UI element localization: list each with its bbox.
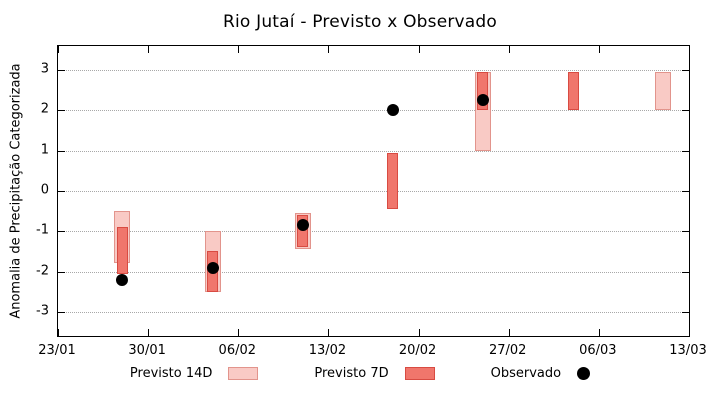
x-tick-label: 06/03: [579, 343, 617, 358]
gridline: [58, 311, 689, 313]
y-tick-mark: [682, 70, 689, 72]
forecast-bar-7d: [567, 72, 579, 111]
legend-item: Previsto 14D: [129, 366, 259, 381]
legend-label: Previsto 14D: [129, 366, 213, 381]
x-tick-label: 13/03: [669, 343, 707, 358]
y-tick-mark: [682, 191, 689, 192]
x-tick-mark: [508, 46, 510, 53]
x-tick-mark: [238, 329, 240, 336]
x-tick-mark: [598, 46, 600, 53]
observed-point: [206, 261, 219, 274]
observed-point: [296, 219, 309, 232]
legend-item: Observado: [490, 366, 591, 381]
y-tick-mark: [58, 150, 65, 152]
x-tick-label: 13/02: [308, 343, 347, 358]
legend-label: Previsto 7D: [314, 366, 389, 381]
observed-point: [116, 273, 129, 286]
y-tick-mark: [58, 110, 65, 112]
gridline: [58, 70, 689, 72]
y-tick-mark: [682, 110, 689, 112]
x-tick-mark: [328, 329, 330, 336]
x-tick-mark: [58, 46, 59, 53]
gridline: [58, 231, 689, 233]
gridline: [58, 150, 689, 152]
y-tick-label: -2: [36, 263, 49, 279]
y-tick-label: 0: [40, 182, 49, 198]
y-axis-label: Anomalia de Precipitação Categorizada: [8, 63, 24, 319]
x-tick-label: 27/02: [488, 343, 527, 358]
y-tick-mark: [58, 231, 65, 233]
y-tick-mark: [58, 311, 65, 313]
x-tick-mark: [689, 329, 690, 336]
legend-label: Observado: [490, 366, 562, 381]
forecast-bar-7d: [387, 152, 399, 210]
x-tick-mark: [689, 46, 690, 53]
observed-point: [476, 94, 489, 107]
x-tick-label: 23/01: [38, 343, 76, 358]
x-tick-mark: [508, 329, 510, 336]
legend: Previsto 14D Previsto 7D Observado: [0, 366, 720, 381]
x-tick-label: 06/02: [218, 343, 257, 358]
forecast-bar-7d: [477, 72, 489, 111]
legend-swatch-box: [228, 367, 259, 380]
y-tick-label: 3: [40, 61, 49, 77]
y-tick-mark: [682, 231, 689, 233]
legend-swatch-dot: [577, 367, 591, 380]
x-tick-label: 30/01: [128, 343, 166, 358]
y-tick-label: -3: [36, 303, 49, 319]
x-tick-mark: [418, 329, 420, 336]
x-tick-mark: [598, 329, 600, 336]
legend-swatch-box: [404, 367, 435, 380]
observed-point: [386, 104, 399, 117]
legend-item: Previsto 7D: [314, 366, 435, 381]
x-tick-label: 20/02: [398, 343, 437, 358]
y-tick-mark: [682, 271, 689, 273]
y-tick-mark: [682, 311, 689, 313]
plot-area: [57, 45, 690, 337]
x-tick-mark: [148, 46, 150, 53]
x-tick-mark: [238, 46, 240, 53]
forecast-bar-7d: [297, 215, 309, 248]
y-tick-mark: [58, 271, 65, 273]
y-tick-mark: [58, 70, 65, 72]
gridline: [58, 110, 689, 112]
gridline: [58, 191, 689, 192]
y-tick-label: 1: [40, 142, 49, 158]
gridline: [58, 271, 689, 273]
x-tick-mark: [58, 329, 59, 336]
forecast-bar-14d: [655, 72, 672, 111]
chart-title: Rio Jutaí - Previsto x Observado: [222, 12, 498, 32]
y-tick-label: 2: [40, 101, 49, 117]
y-tick-mark: [682, 150, 689, 152]
x-tick-mark: [328, 46, 330, 53]
forecast-bar-7d: [116, 227, 128, 274]
x-tick-mark: [418, 46, 420, 53]
y-tick-mark: [58, 191, 65, 192]
x-tick-mark: [148, 329, 150, 336]
y-tick-label: -1: [36, 222, 49, 238]
